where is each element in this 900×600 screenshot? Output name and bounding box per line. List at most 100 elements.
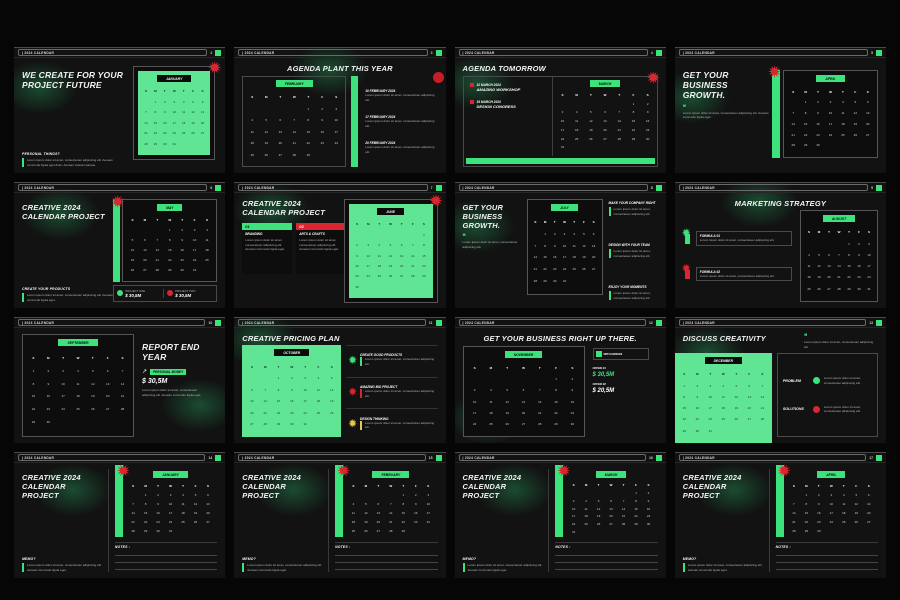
green-bar: [772, 70, 780, 158]
body-text: Lorem ipsum dolor sit amet, consectetuer…: [462, 240, 518, 249]
day-cell: 6: [400, 243, 403, 248]
slide-agenda-tomorrow[interactable]: | 2024 CALENDAR 4 AGENDA TOMORROW 12 MAR…: [454, 47, 666, 173]
weekday-label: T: [378, 222, 381, 227]
day-cell: 10: [560, 119, 565, 123]
slide-marketing-strategy[interactable]: | 2024 CALENDAR 9 MARKETING STRATEGY: [674, 182, 886, 308]
day-cell: [260, 107, 272, 111]
day-cell: 16: [163, 120, 167, 125]
calendar-january: JANUARY S M T W T F S 1 2 3 4 5 6 7 8 9 10 11 12 13 14 15 16 17 1…: [138, 71, 211, 155]
day-cell: 19: [91, 394, 95, 399]
day-cell: 1: [683, 383, 686, 388]
day-cell: [581, 530, 591, 534]
weekday-label: S: [131, 217, 134, 222]
day-cell: 12: [330, 387, 334, 392]
slide-topbar: | 2024 CALENDAR 15: [234, 452, 446, 463]
day-cell: 20: [827, 275, 831, 280]
green-bottom-bar: [465, 158, 655, 164]
day-cell: 9: [47, 381, 50, 386]
day-cell: 16: [570, 399, 575, 404]
day-cell: 5: [583, 231, 585, 236]
slide-title: CREATIVE 2024 CALENDAR PROJECT: [22, 203, 105, 221]
weekday-label: T: [91, 355, 94, 360]
day-cell: 22: [682, 417, 686, 422]
day-cell: 6: [867, 493, 870, 497]
day-cell: 13: [399, 253, 404, 258]
day-cell: 8: [683, 394, 686, 399]
day-cell: 26: [91, 407, 95, 412]
slide-calendar-project-may[interactable]: | 2024 CALENDAR 6 CREATIVE 2024 CALENDAR…: [14, 182, 226, 308]
day-cell: [826, 529, 836, 533]
slide-pricing-plan[interactable]: | 2024 CALENDAR 11 CREATIVE PRICING PLAN…: [234, 317, 446, 443]
weekday-label: F: [414, 484, 417, 488]
day-cell: 5: [365, 502, 367, 506]
slide-title: CREATIVE PRICING PLAN: [242, 334, 340, 343]
day-cell: 15: [276, 399, 281, 404]
day-cell: 19: [193, 511, 198, 515]
notes-lines: [114, 549, 218, 570]
day-cell: 27: [399, 274, 404, 279]
day-cell: 2: [181, 227, 183, 232]
weekday-label: W: [292, 95, 296, 100]
calendar-month-label: JUNE: [376, 208, 405, 215]
day-cell: [199, 142, 206, 146]
day-cell: 4: [251, 118, 254, 123]
agenda-item: 20 FEBRUARY 2024 Lorem ipsum dolor sit a…: [365, 141, 435, 154]
day-cell: [152, 228, 162, 232]
day-cell: 26: [130, 267, 135, 272]
slide-project-february[interactable]: | 2024 CALENDAR 15 CREATIVE 2024 CALENDA…: [234, 452, 446, 578]
day-cell: [593, 491, 603, 495]
day-cell: 13: [603, 119, 607, 123]
day-cell: 24: [571, 522, 576, 527]
calendar-card: MARCH S M T W T F S 1 2 3 4 5 6 7 8 9 10 11 12 13 14 15 16 17 18 1…: [555, 464, 657, 539]
slide-business-growth-july[interactable]: | 2024 CALENDAR 8 GET YOUR BUSINESS GROW…: [454, 182, 666, 308]
slide-business-right-up[interactable]: | 2024 CALENDAR 12 GET YOUR BUSINESS RIG…: [454, 317, 666, 443]
slide-project-march[interactable]: | 2024 CALENDAR 16 CREATIVE 2024 CALENDA…: [454, 452, 666, 578]
day-cell: 16: [553, 255, 557, 260]
day-cell: 30: [646, 522, 651, 527]
note-line: [114, 563, 218, 570]
weekday-label: F: [854, 89, 857, 94]
day-cell: 8: [154, 110, 157, 115]
day-cell: [375, 285, 384, 289]
day-cell: 21: [411, 263, 415, 268]
agenda-item: 19 MARCH 2024 DESIGN CONGRESS: [469, 100, 547, 109]
day-cell: 20: [603, 127, 607, 132]
slide-discuss-creativity[interactable]: | 2024 CALENDAR 13 DISCUSS CREATIVITY ❝ …: [674, 317, 886, 443]
accent-square: [215, 319, 222, 326]
slide-report-end-year[interactable]: | 2024 CALENDAR 10 SEPTEMBER S M T W T F S 1 2 3 4 5…: [14, 317, 226, 443]
day-cell: 10: [334, 118, 338, 123]
slide-business-growth[interactable]: | 2024 CALENDAR 5 GET YOUR BUSINESS GROW…: [674, 47, 886, 173]
slide-calendar-project-june[interactable]: | 2024 CALENDAR 7 CREATIVE 2024 CALENDAR…: [234, 182, 446, 308]
day-cell: [364, 285, 373, 289]
weekday-label: W: [563, 219, 566, 224]
slide-project-april[interactable]: | 2024 CALENDAR 17 CREATIVE 2024 CALENDA…: [674, 452, 886, 578]
day-cell: 16: [46, 394, 50, 399]
day-cell: 12: [854, 502, 858, 506]
day-cell: 25: [316, 410, 321, 415]
calendar-august: AUGUST S M T W T F S 1 2 3 4 5 6 7 8 9 10 11 12 13 14 15 16 17 18…: [805, 215, 873, 297]
day-cell: [190, 529, 200, 533]
calendar-july: JULY S M T W T F S 1 2 3 4 5 6 7 8 9 10 11 12 13 14 15 16 17 18 19…: [532, 204, 598, 290]
row-text: Lorem ipsum dolor sit amet, consectetuer…: [823, 376, 861, 385]
day-cell: 26: [505, 421, 509, 426]
day-cell: [246, 107, 258, 111]
day-cell: 29: [682, 428, 686, 433]
green-square-icon: [595, 351, 602, 357]
day-cell: [571, 145, 583, 149]
day-cell: 26: [364, 529, 368, 533]
slide-agenda-year[interactable]: | 2024 CALENDAR 3 AGENDA PLANT THIS YEAR…: [234, 47, 446, 173]
calendar-grid: S M T W T F S 1 2 3 4 5 6 7 8 9 10 11 12 13 14 15 16 17 18 19 20 21…: [789, 480, 874, 537]
day-cell: 14: [263, 399, 267, 404]
section-label: MEMO?: [22, 557, 36, 561]
day-cell: 4: [182, 493, 184, 497]
red-dot-icon: [167, 290, 174, 297]
slide-project-january[interactable]: | 2024 CALENDAR 14 CREATIVE 2024 CALENDA…: [14, 452, 226, 578]
day-cell: 21: [389, 520, 393, 524]
day-cell: 18: [721, 406, 725, 411]
day-cell: [533, 377, 547, 381]
slide-cover[interactable]: | 2024 CALENDAR 2 WE CREATE FOR YOUR PRO…: [14, 47, 226, 173]
day-cell: 25: [489, 421, 493, 426]
day-cell: [580, 279, 588, 283]
slide-topbar: | 2024 CALENDAR 7: [234, 182, 446, 193]
day-cell: 25: [575, 136, 579, 141]
